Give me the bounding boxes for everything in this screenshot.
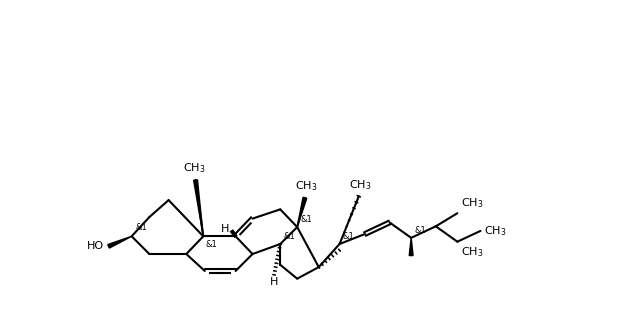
Text: CH$_3$: CH$_3$ <box>183 161 205 175</box>
Text: &1: &1 <box>300 215 312 224</box>
Text: CH$_3$: CH$_3$ <box>484 224 507 238</box>
Polygon shape <box>194 180 204 236</box>
Text: CH$_3$: CH$_3$ <box>349 178 372 192</box>
Text: &1: &1 <box>136 223 147 232</box>
Text: &1: &1 <box>284 232 295 241</box>
Text: HO: HO <box>87 241 104 251</box>
Text: CH$_3$: CH$_3$ <box>295 179 317 193</box>
Text: CH$_3$: CH$_3$ <box>461 245 484 259</box>
Text: CH$_3$: CH$_3$ <box>461 196 484 210</box>
Polygon shape <box>297 197 307 227</box>
Text: H: H <box>221 224 230 234</box>
Text: &1: &1 <box>205 240 218 249</box>
Polygon shape <box>409 238 413 255</box>
Text: &1: &1 <box>414 226 426 235</box>
Polygon shape <box>108 236 132 248</box>
Text: &1: &1 <box>342 232 355 241</box>
Text: H: H <box>270 277 278 287</box>
